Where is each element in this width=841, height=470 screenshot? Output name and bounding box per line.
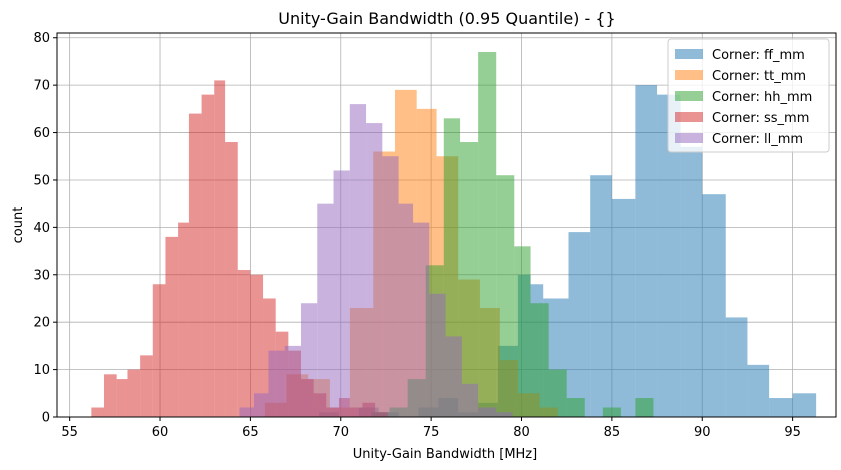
histogram-bar — [568, 232, 591, 417]
histogram-bar — [284, 345, 302, 417]
histogram-bar — [590, 175, 612, 417]
x-axis-title: Unity-Gain Bandwidth [MHz] — [353, 447, 537, 462]
x-tick-label: 60 — [152, 425, 169, 440]
histogram-bar — [429, 293, 446, 417]
histogram-bar — [301, 303, 318, 417]
histogram-bar — [460, 142, 479, 417]
x-tick-label: 85 — [604, 425, 621, 440]
x-tick-label: 95 — [784, 425, 801, 440]
legend-label: Corner: hh_mm — [712, 90, 812, 105]
histogram-bar — [366, 123, 383, 418]
histogram-bar — [769, 398, 793, 417]
histogram-bar — [317, 203, 334, 417]
histogram-bar — [635, 398, 654, 417]
legend-label: Corner: tt_mm — [712, 69, 806, 84]
histogram-bar — [413, 222, 430, 417]
legend-label: Corner: ll_mm — [712, 132, 803, 147]
y-tick-label: 50 — [33, 173, 50, 188]
histogram-bar — [747, 364, 770, 417]
histogram-bar — [178, 222, 189, 417]
histogram-bar — [398, 203, 414, 417]
legend-swatch — [675, 112, 703, 122]
histogram-bar — [201, 94, 215, 417]
histogram-bar — [140, 355, 153, 417]
histogram-bar — [461, 383, 479, 417]
legend-swatch — [675, 70, 703, 80]
x-tick-label: 65 — [242, 425, 259, 440]
histogram-bar — [165, 236, 179, 417]
y-tick-label: 60 — [33, 126, 50, 141]
histogram-bar — [127, 369, 141, 417]
y-tick-label: 0 — [42, 411, 50, 426]
histogram-bar — [602, 407, 621, 417]
histogram-bar — [188, 113, 202, 417]
histogram-bar — [680, 146, 703, 417]
x-tick-label: 90 — [694, 425, 711, 440]
y-tick-label: 70 — [33, 79, 50, 94]
histogram-bar — [268, 350, 285, 417]
histogram-bar — [792, 393, 817, 417]
y-tick-label: 10 — [33, 363, 50, 378]
histogram-bar — [478, 407, 497, 417]
legend-label: Corner: ss_mm — [712, 111, 809, 126]
legend-swatch — [675, 91, 703, 101]
histogram-bar — [91, 407, 104, 417]
x-tick-label: 55 — [61, 425, 78, 440]
histogram-bar — [702, 194, 726, 417]
histogram-bar — [566, 398, 585, 417]
histogram-bar — [548, 369, 567, 417]
histogram-bar — [237, 270, 251, 417]
histogram-bar — [611, 198, 636, 417]
y-tick-label: 80 — [33, 31, 50, 46]
legend: Corner: ff_mm Corner: tt_mm Corner: hh_mm C… — [667, 38, 830, 153]
histogram-bar — [657, 94, 681, 417]
series-corner-ss-mm — [91, 80, 388, 417]
histogram-bar — [635, 85, 658, 418]
histogram-bar — [214, 80, 226, 417]
histogram-bar — [239, 407, 255, 417]
x-tick-label: 70 — [332, 425, 349, 440]
histogram-bar — [152, 284, 166, 417]
bars — [91, 51, 817, 418]
histogram-bar — [445, 336, 462, 417]
histogram-bar — [254, 393, 269, 417]
y-tick-label: 20 — [33, 316, 50, 331]
histogram-bar — [530, 303, 549, 417]
legend-label: Corner: ff_mm — [712, 48, 805, 63]
legend-box — [667, 38, 830, 153]
histogram-bar — [116, 379, 128, 417]
histogram-bar — [514, 246, 531, 417]
histogram-bar — [496, 412, 513, 417]
x-tick-label: 80 — [513, 425, 530, 440]
series-corner-ll-mm — [239, 104, 513, 418]
legend-swatch — [675, 133, 703, 143]
x-tick-label: 75 — [423, 425, 440, 440]
histogram-bar — [382, 156, 399, 417]
plot-frame — [56, 32, 837, 418]
histogram-bar — [349, 104, 367, 417]
chart-title: Unity-Gain Bandwidth (0.95 Quantile) - {… — [278, 9, 615, 28]
axis-ticks: 55 60 65 70 75 80 85 90 95 0 10 20 30 40 50 60 70 80 — [33, 31, 800, 440]
histogram-bar — [496, 175, 515, 417]
histogram-bar — [333, 170, 350, 417]
y-tick-label: 30 — [33, 268, 50, 283]
histogram-bar — [103, 374, 117, 417]
y-axis-title: count — [11, 207, 26, 244]
histogram-bar — [725, 317, 748, 417]
y-tick-label: 40 — [33, 221, 50, 236]
histogram-bar — [250, 274, 264, 417]
legend-swatch — [675, 49, 703, 59]
histogram-bar — [478, 51, 497, 418]
histogram-bar — [225, 142, 238, 417]
